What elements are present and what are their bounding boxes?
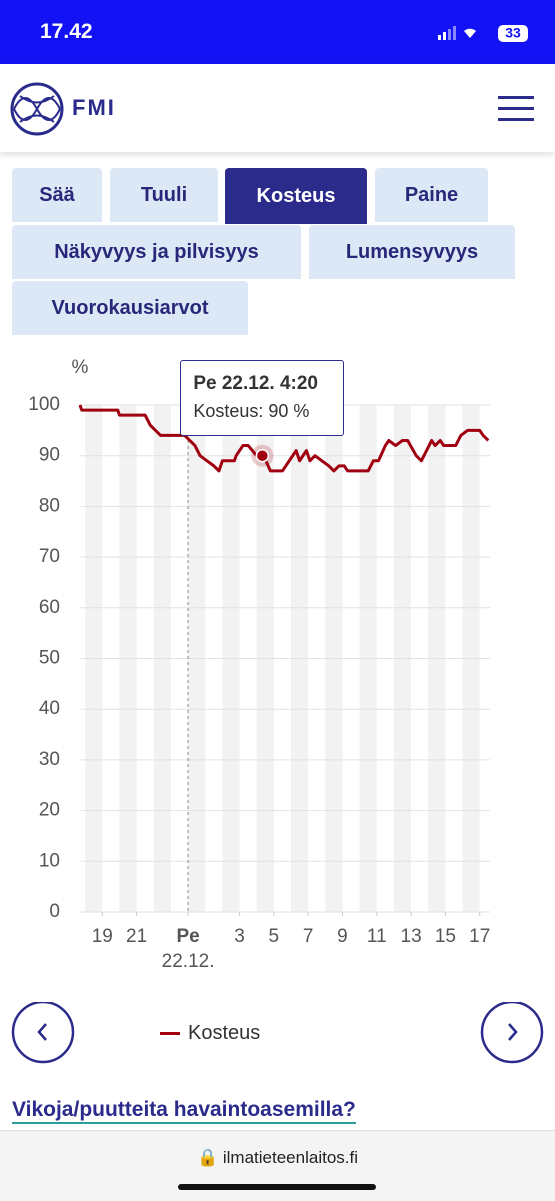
tooltip-text: Kosteus: 90 % <box>193 401 310 421</box>
header: FMI <box>0 64 555 152</box>
x-tick-label: 13 <box>401 926 422 947</box>
logo-text: FMI <box>72 95 116 120</box>
x-tick-label: 11 <box>367 926 387 947</box>
prev-button[interactable] <box>11 1002 75 1064</box>
status-time: 17.42 <box>40 20 93 43</box>
x-tick-label: Pe <box>176 926 199 947</box>
y-tick-label: 50 <box>39 648 60 669</box>
tab[interactable]: Sää <box>12 168 102 222</box>
x-tick-label: 15 <box>435 926 456 947</box>
highlight-point <box>255 448 270 463</box>
tooltip-title: Pe 22.12. 4:20 <box>193 373 318 394</box>
tab[interactable]: Vuorokausiarvot <box>12 281 248 335</box>
y-tick-label: 60 <box>39 597 60 618</box>
y-tick-label: 30 <box>39 749 60 770</box>
status-bar: 17.42 33 <box>0 0 555 64</box>
y-tick-label: 40 <box>39 698 60 719</box>
tab[interactable]: Näkyvyys ja pilvisyys <box>12 225 301 279</box>
legend-label: Kosteus <box>188 1022 261 1044</box>
y-tick-label: 0 <box>49 901 60 922</box>
legend-swatch <box>160 1032 180 1035</box>
tab[interactable]: Kosteus <box>225 168 367 224</box>
y-axis-label: % <box>72 357 89 378</box>
y-tick-label: 70 <box>39 546 60 567</box>
x-tick-label: 9 <box>337 926 348 947</box>
x-tick-label: 3 <box>234 926 245 947</box>
tab[interactable]: Paine <box>375 168 488 222</box>
x-tick-label: 7 <box>303 926 314 947</box>
y-tick-label: 20 <box>39 800 60 821</box>
browser-bar: 🔒 ilmatieteenlaitos.fi <box>0 1130 555 1201</box>
url[interactable]: 🔒 ilmatieteenlaitos.fi <box>196 1148 358 1167</box>
x-tick-label: 5 <box>269 926 280 947</box>
y-tick-label: 80 <box>39 495 60 516</box>
status-icons: 33 <box>438 25 528 42</box>
tab[interactable]: Tuuli <box>110 168 218 222</box>
menu-button[interactable] <box>498 94 536 124</box>
x-tick-label: 17 <box>469 926 490 947</box>
tooltip: Pe 22.12. 4:20 Kosteus: 90 % <box>180 360 345 436</box>
x-tick-sublabel: 22.12. <box>162 951 215 972</box>
link[interactable]: Vikoja/puutteita havaintoasemilla? <box>12 1098 356 1124</box>
home-indicator <box>178 1184 376 1190</box>
x-tick-label: 21 <box>126 926 147 947</box>
y-tick-label: 10 <box>39 850 60 871</box>
battery-level: 33 <box>505 25 521 41</box>
tab[interactable]: Lumensyvyys <box>309 225 515 279</box>
x-tick-label: 19 <box>92 926 113 947</box>
logo[interactable] <box>10 82 64 136</box>
legend: Kosteus <box>160 1022 260 1045</box>
series-line <box>78 404 490 473</box>
next-button[interactable] <box>480 1002 544 1064</box>
y-tick-label: 90 <box>39 445 60 466</box>
y-tick-label: 100 <box>28 394 60 415</box>
url-text: ilmatieteenlaitos.fi <box>222 1148 358 1167</box>
nav-buttons <box>11 1002 544 1064</box>
